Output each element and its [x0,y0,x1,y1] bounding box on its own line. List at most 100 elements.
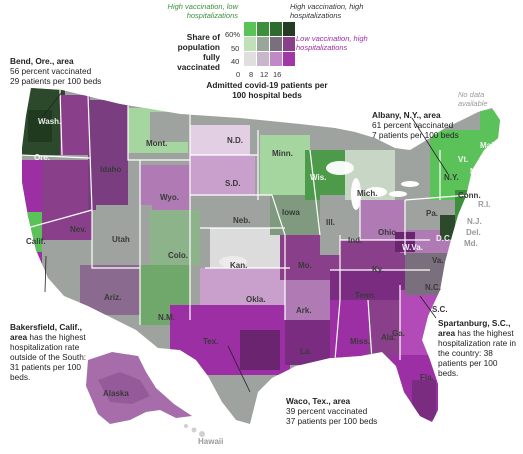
hawaii-inset: Hawaii [184,424,223,446]
callout-waco: Waco, Tex., area 39 percent vaccinated 3… [286,396,396,426]
legend-swatch [257,22,269,36]
state-label-ill: Ill. [326,218,335,227]
legend-y-tick-60: 60% [225,30,241,39]
state-label-iowa: Iowa [282,208,300,217]
state-label-ga: Ga. [392,329,405,338]
state-label-nm: N.M. [158,313,175,322]
state-label-wva: W.Va. [402,243,423,252]
state-label-va: Va. [432,256,444,265]
callout-bakersfield-text: has the highest hospitalization rate out… [10,332,87,382]
state-label-ore: Ore. [34,153,50,162]
state-label-nd: N.D. [227,136,243,145]
legend-high-vax-high-hosp: High vaccination, high hospitalizations [290,2,364,20]
state-label-colo: Colo. [168,251,188,260]
state-label-mass: Mass. [480,177,502,186]
callout-albany-line2: 7 patients per 100 beds [372,130,459,140]
legend-low-vax-high-hosp: Low vaccination, high hospitalizations [296,34,368,52]
state-label-nh: N.H. [470,167,486,176]
callout-waco-line2: 37 patients per 100 beds [286,416,378,426]
bend-leader [39,91,63,121]
state-label-tenn: Tenn. [355,291,376,300]
state-label-wis: Wis. [310,173,326,182]
state-label-fla: Fla. [420,373,434,382]
callout-spartanburg-text: has the highest hospitalization rate in … [438,328,516,378]
legend-y-title: Share of population fully vaccinated [177,32,220,72]
state-label-ala: Ala. [381,333,396,342]
state-label-pa: Pa. [426,209,438,218]
state-label-sd: S.D. [225,179,241,188]
state-label-md: Md. [464,239,478,248]
legend-swatch [270,52,282,66]
state-label-wyo: Wyo. [160,193,179,202]
legend-swatch [257,37,269,51]
callout-albany: Albany, N.Y., area 61 percent vaccinated… [372,110,482,140]
legend-color-grid [244,22,296,67]
legend-x-tick-8: 8 [249,70,254,79]
callout-bend-title: Bend, Ore., area [10,56,74,66]
state-borders [22,89,471,361]
state-label-mo: Mo. [298,261,312,270]
state-label-la: La. [300,347,312,356]
state-label-maine: Maine [480,141,503,150]
legend-swatch [270,37,282,51]
state-label-nj: N.J. [467,217,482,226]
alaska-inset: Alaska [86,352,192,424]
legend-high-vax-low-hosp: High vaccination, low hospitalizations [167,2,238,20]
state-label-neb: Neb. [233,216,250,225]
state-label-conn: Conn. [458,191,481,200]
callout-albany-line1: 61 percent vaccinated [372,120,454,130]
state-label-okla: Okla. [246,295,266,304]
state-label-ariz: Ariz. [104,293,121,302]
state-label-ind: Ind. [348,236,362,245]
legend-swatch [283,22,295,36]
callout-bend: Bend, Ore., area 56 percent vaccinated 2… [10,56,140,86]
waco-leader [227,345,251,393]
state-label-tex: Tex. [203,337,218,346]
state-label-calif: Calif. [26,237,46,246]
state-label-idaho: Idaho [100,165,121,174]
legend-swatch [283,37,295,51]
callout-waco-title: Waco, Tex., area [286,396,351,406]
state-label-del: Del. [466,228,481,237]
state-label-hawaii: Hawaii [198,437,223,446]
legend-swatch [257,52,269,66]
legend-swatch [244,22,256,36]
legend-swatch [244,37,256,51]
state-label-sc: S.C. [432,305,448,314]
legend-swatch [283,52,295,66]
state-label-miss: Miss. [350,337,370,346]
legend-swatch [244,52,256,66]
state-label-ark: Ark. [296,306,312,315]
state-label-utah: Utah [112,235,130,244]
state-label-wash: Wash. [38,117,61,126]
albany-leader [411,117,449,175]
callout-waco-line1: 39 percent vaccinated [286,406,368,416]
legend-x-title: Admitted covid-19 patients per 100 hospi… [206,80,328,100]
state-label-vt: Vt. [458,155,468,164]
state-label-ohio: Ohio [378,228,396,237]
legend-swatch [270,22,282,36]
spartanburg-leader [419,295,437,319]
bakersfield-leader [44,255,47,293]
callout-leaders [39,91,449,393]
callout-spartanburg: Spartanburg, S.C., area has the highest … [438,318,520,378]
no-data-note: No data available [458,90,488,108]
state-label-nc: N.C. [425,283,441,292]
state-labels: Wash. Ore. Calif. Nev. Idaho Mont. Wyo. … [26,117,503,382]
state-label-mich: Mich. [357,189,377,198]
state-label-minn: Minn. [272,149,293,158]
state-label-nev: Nev. [70,225,86,234]
callout-bakersfield: Bakersfield, Calif., area has the highes… [10,322,90,382]
legend-y-tick-50: 50 [231,44,240,53]
state-label-ri: R.I. [478,200,490,209]
callout-albany-title: Albany, N.Y., area [372,110,441,120]
callout-spartanburg-title: Spartanburg, S.C., area [438,318,511,338]
state-label-dc: D.C. [436,234,452,243]
state-label-ky: Ky. [372,265,384,274]
legend-x-tick-12: 12 [260,70,269,79]
state-label-kan: Kan. [230,261,247,270]
state-label-mont: Mont. [146,139,167,148]
state-label-alaska: Alaska [103,389,129,398]
callout-bend-line2: 29 patients per 100 beds [10,76,102,86]
